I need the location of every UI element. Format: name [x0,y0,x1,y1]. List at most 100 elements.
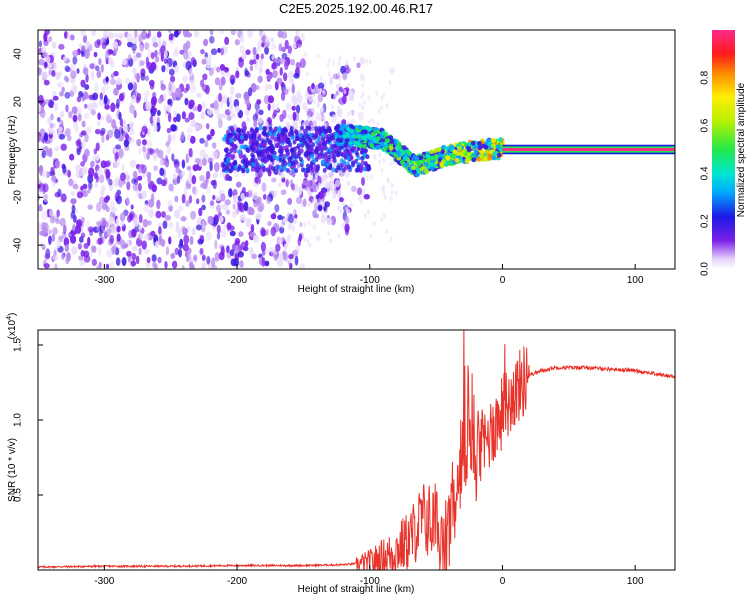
spectrogram-cell [61,86,65,93]
spectrogram-cell [138,214,143,224]
spectrogram-cell [94,128,101,135]
spectrogram-cell [80,50,86,58]
spectrogram-cell [306,167,311,173]
spectrogram-cell [112,244,117,255]
spectrogram-cell [323,141,328,147]
spectrogram-cell [265,167,270,173]
spectrogram-cell [277,148,282,154]
spectrogram-cell [185,40,191,50]
spectrogram-cell [80,30,86,38]
spectrogram-cell [284,60,289,71]
spectrogram-cell [246,116,250,123]
spectrogram-cell [296,143,301,149]
spectrogram-cell [109,261,114,269]
spectrogram-cell [172,172,177,180]
spectrogram-cell [140,72,146,81]
spectrogram-cell [38,135,42,143]
colorbar-ticks: 0.0 0.2 0.4 0.6 0.8 [700,70,711,276]
spectrogram-cell [60,110,65,119]
spectrogram-cell [212,194,216,201]
colorbar-tick-label: 0.0 [700,262,711,276]
spectrogram-cell [207,215,214,225]
spectrogram-cell [52,90,57,97]
spectrogram-cell [187,225,191,233]
spectrogram-cell [349,155,354,161]
spectrogram-cell [239,139,244,145]
spectrogram-cell [341,124,346,130]
spectrogram-cell [242,125,247,131]
spectrogram-cell [188,170,192,178]
spectrogram-cell [76,68,80,74]
spectrogram-cell [175,168,181,174]
spectrogram-cell [141,190,148,199]
spectrogram-cell [272,69,278,79]
spectrogram-cell [388,135,394,141]
spectrogram-cell [280,189,287,195]
spectrogram-cell [244,108,250,116]
spectrogram-cell [273,136,278,142]
spectrogram-cell [275,243,281,252]
spectrogram-cell [56,209,60,218]
spectrogram-cell [110,60,115,69]
spectrogram-cell [191,228,196,236]
spectrogram-cell [237,251,244,258]
spectrogram-cell [224,36,230,46]
spectrogram-cell [295,196,303,205]
spectrogram-cell [226,161,231,167]
spectrogram-cell [94,82,99,93]
spectrogram-cell [251,162,256,168]
spectrogram-cell [220,246,225,257]
spectrogram-cell [211,142,217,149]
spectrogram-cell [381,130,386,136]
spectrogram-cell [390,190,394,196]
spectrogram-cell [214,77,221,86]
spectrogram-cell [224,199,231,206]
spectrogram-cell [181,264,185,269]
spectrogram-cell [343,142,349,148]
spectrogram-cell [237,165,242,171]
spectrogram-cell [209,161,213,172]
spectrogram-cell [158,236,163,246]
spectrogram-cell [360,155,365,161]
spectrogram-cell [321,125,326,131]
spectrogram-cell [164,49,168,58]
spectrogram-cell [190,56,196,66]
spectrogram-cell [491,138,496,143]
spectrogram-cell [106,249,113,258]
spectrogram-cell [152,114,156,124]
spectrogram-cell [156,31,162,38]
spectrogram-cell [203,38,209,47]
spectrogram-cell [42,183,49,193]
spectrogram-cell [483,144,489,150]
spectrogram-xtick-label: -300 [94,275,114,286]
spectrogram-cell [48,235,52,245]
spectrogram-cell [98,98,105,107]
spectrogram-cell [262,193,267,200]
spectrogram-cell [108,49,114,55]
spectrogram-cell [295,104,301,114]
spectrogram-cell [168,81,172,92]
spectrogram-cell [261,166,266,172]
spectrogram-cells [38,30,675,269]
colorbar-gradient [712,30,735,269]
spectrogram-cell [261,42,265,48]
spectrogram-cell [380,137,386,143]
spectrogram-cell [359,164,364,170]
spectrogram-cell [215,195,222,202]
spectrogram-cell [206,255,211,265]
spectrogram-cell [336,108,343,118]
spectrogram-cell [312,119,318,128]
spectrogram-cell [257,116,263,124]
spectrogram-cell [359,149,364,155]
spectrogram-cell [38,223,43,232]
spectrogram-cell [299,58,306,69]
spectrogram-cell [326,134,331,140]
spectrogram-cell [331,104,335,110]
spectrogram-cell [74,224,82,234]
spectrogram-cell [80,44,86,52]
spectrogram-cell [452,149,458,155]
spectrogram-cell [376,121,380,127]
spectrogram-cell [371,131,376,137]
snr-frame [37,329,676,571]
spectrogram-cell [248,140,253,146]
